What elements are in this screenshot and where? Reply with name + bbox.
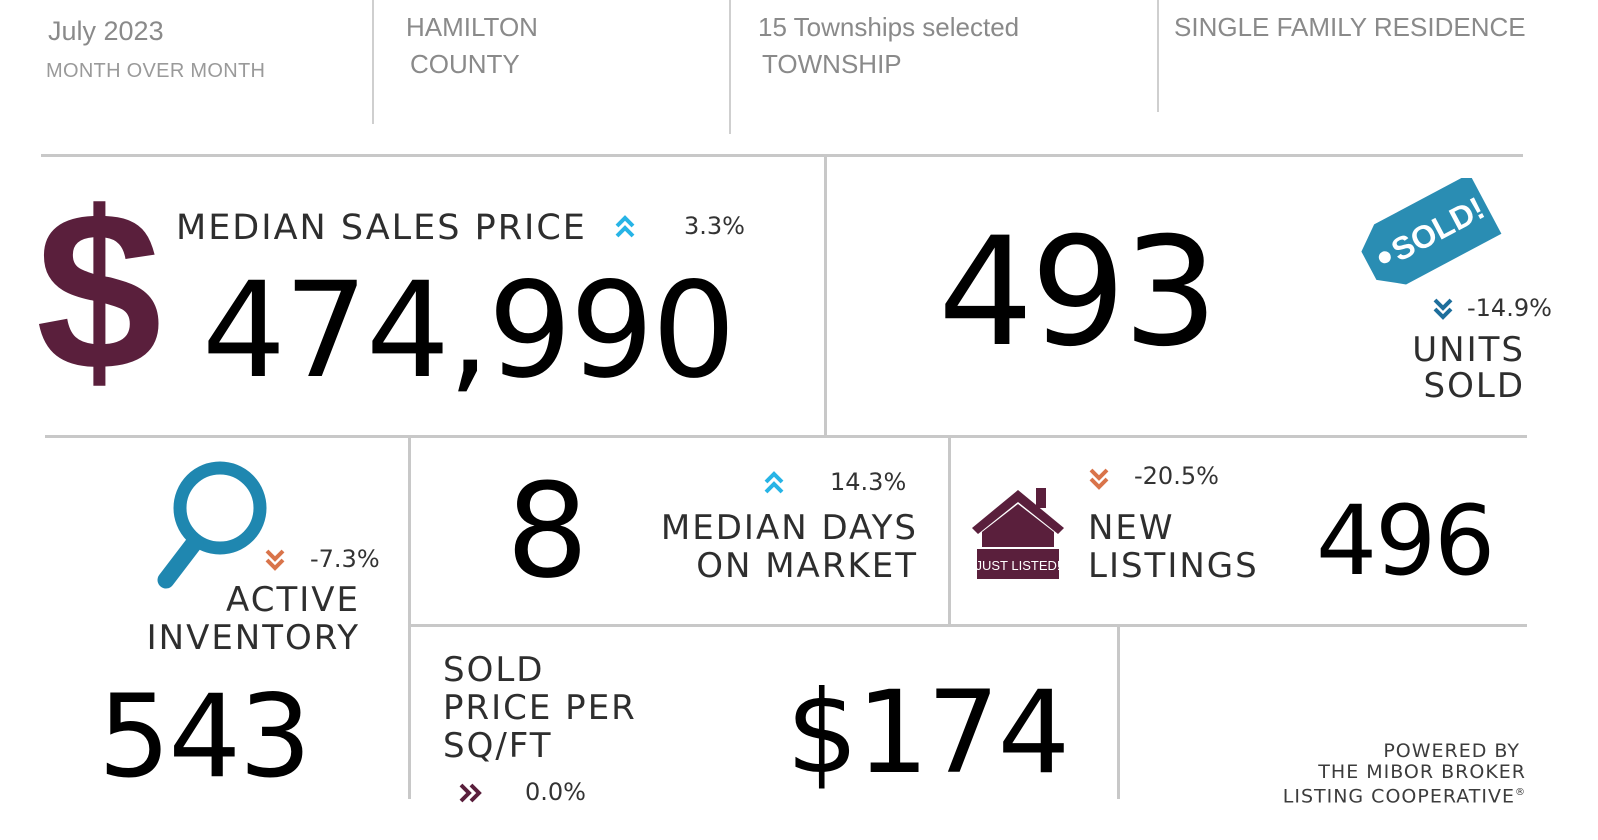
grid-line-vertical [1117, 626, 1120, 799]
sqft-value: $174 [786, 666, 1070, 799]
median-days-value: 8 [506, 455, 589, 607]
median-days-label-line1: MEDIAN DAYS [660, 508, 918, 548]
grid-line-vertical [948, 437, 951, 625]
median-sales-price-change: 3.3% [684, 212, 745, 240]
active-inventory-change: -7.3% [310, 545, 380, 573]
registered-mark: ® [1515, 787, 1526, 798]
footer-line3: LISTING COOPERATIVE® [1283, 782, 1526, 807]
units-sold-value: 493 [938, 206, 1218, 380]
area-line1: 15 Townships selected [758, 12, 1020, 42]
median-days-label-line2: ON MARKET [696, 546, 918, 586]
house-just-listed-icon: JUST LISTED! [968, 484, 1068, 589]
up-arrow-icon [613, 214, 637, 240]
new-listings-change: -20.5% [1134, 462, 1219, 490]
grid-line-lower [410, 624, 1527, 627]
dollar-sign-icon: $ [36, 164, 162, 417]
area-line2: TOWNSHIP [762, 49, 902, 79]
header-divider [729, 0, 731, 134]
active-inventory-value: 543 [98, 670, 312, 803]
units-sold-change: -14.9% [1467, 294, 1552, 322]
sqft-label-line1: SOLD [443, 650, 545, 690]
median-sales-price-label: MEDIAN SALES PRICE [176, 208, 587, 248]
down-arrow-icon [1432, 296, 1454, 320]
county-line1: HAMILTON [406, 12, 538, 42]
down-arrow-icon [264, 547, 286, 571]
active-inventory-label-line2: INVENTORY [146, 618, 360, 658]
active-inventory-label-line1: ACTIVE [226, 580, 360, 620]
grid-line-vertical [824, 157, 827, 436]
grid-line-top [41, 154, 1523, 157]
magnifier-icon [150, 456, 274, 601]
median-days-change: 14.3% [830, 468, 907, 496]
svg-text:JUST LISTED!: JUST LISTED! [975, 558, 1060, 573]
sqft-change: 0.0% [525, 778, 586, 806]
new-listings-label-line1: NEW [1088, 508, 1175, 548]
units-sold-label-line1: UNITS [1412, 330, 1525, 370]
sqft-label-line2: PRICE PER [443, 688, 637, 728]
down-arrow-icon [1088, 466, 1110, 490]
header-divider [1157, 0, 1159, 112]
comparison-label: MONTH OVER MONTH [46, 60, 266, 82]
header-divider [372, 0, 374, 124]
property-type-label: SINGLE FAMILY RESIDENCE [1174, 12, 1526, 42]
sqft-label-line3: SQ/FT [443, 726, 553, 766]
footer-line1: POWERED BY [1383, 740, 1520, 762]
new-listings-label-line2: LISTINGS [1088, 546, 1259, 586]
sold-tag-icon: SOLD! [1346, 173, 1506, 309]
grid-line-middle [45, 435, 1527, 438]
footer-line3-text: LISTING COOPERATIVE [1282, 785, 1515, 808]
units-sold-label-line2: SOLD [1423, 366, 1525, 406]
grid-line-vertical [408, 437, 411, 799]
period-label: July 2023 [48, 16, 164, 46]
median-sales-price-value: 474,990 [202, 254, 736, 408]
right-double-arrow-icon [458, 782, 484, 804]
up-arrow-icon [762, 470, 786, 496]
county-line2: COUNTY [410, 49, 520, 79]
new-listings-value: 496 [1316, 485, 1495, 597]
footer-line2: THE MIBOR BROKER [1318, 761, 1526, 783]
